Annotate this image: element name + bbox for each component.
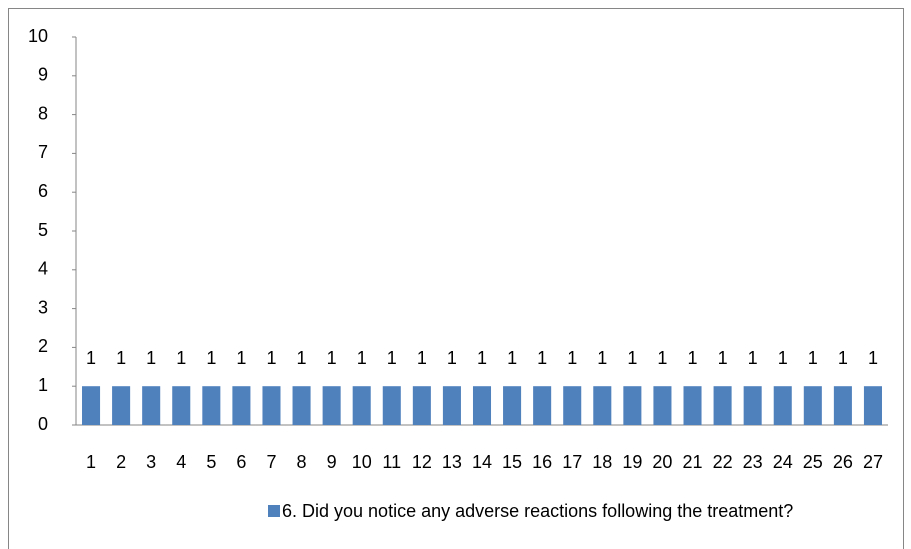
x-tick-label: 23: [743, 452, 763, 472]
legend-swatch: [268, 505, 280, 517]
bar: [352, 386, 371, 425]
bar: [803, 386, 822, 425]
bar: [232, 386, 251, 425]
bar: [593, 386, 612, 425]
bar: [292, 386, 311, 425]
x-tick-label: 5: [206, 452, 216, 472]
bar: [833, 386, 852, 425]
bar: [863, 386, 882, 425]
data-label: 1: [657, 348, 667, 368]
bar: [713, 386, 732, 425]
y-tick-label: 9: [38, 65, 48, 85]
bar: [262, 386, 281, 425]
data-label: 1: [567, 348, 577, 368]
x-tick-label: 15: [502, 452, 522, 472]
x-tick-label: 13: [442, 452, 462, 472]
data-label: 1: [266, 348, 276, 368]
x-tick-label: 1: [86, 452, 96, 472]
data-label: 1: [417, 348, 427, 368]
bar: [683, 386, 702, 425]
data-label: 1: [597, 348, 607, 368]
data-label: 1: [477, 348, 487, 368]
x-tick-label: 2: [116, 452, 126, 472]
data-label: 1: [146, 348, 156, 368]
x-tick-label: 14: [472, 452, 492, 472]
bar: [382, 386, 401, 425]
x-tick-label: 10: [352, 452, 372, 472]
x-tick-label: 22: [713, 452, 733, 472]
x-tick-label: 17: [562, 452, 582, 472]
x-tick-label: 12: [412, 452, 432, 472]
data-label: 1: [778, 348, 788, 368]
x-tick-label: 21: [683, 452, 703, 472]
data-label: 1: [718, 348, 728, 368]
bar: [322, 386, 341, 425]
x-tick-label: 3: [146, 452, 156, 472]
bar: [412, 386, 431, 425]
bar: [472, 386, 492, 425]
x-tick-label: 16: [532, 452, 552, 472]
data-label: 1: [627, 348, 637, 368]
x-tick-label: 20: [652, 452, 672, 472]
y-tick-label: 1: [38, 375, 48, 395]
x-tick-label: 26: [833, 452, 853, 472]
y-tick-label: 0: [38, 414, 48, 434]
data-label: 1: [507, 348, 517, 368]
data-label: 1: [748, 348, 758, 368]
data-label: 1: [868, 348, 878, 368]
data-label: 1: [387, 348, 397, 368]
data-label: 1: [116, 348, 126, 368]
y-tick-label: 4: [38, 259, 48, 279]
x-tick-label: 9: [327, 452, 337, 472]
bar: [172, 386, 191, 425]
bar: [112, 386, 131, 425]
x-tick-label: 7: [266, 452, 276, 472]
x-tick-label: 18: [592, 452, 612, 472]
data-label: 1: [447, 348, 457, 368]
data-label: 1: [327, 348, 337, 368]
y-tick-label: 10: [28, 26, 48, 46]
x-tick-label: 25: [803, 452, 823, 472]
y-tick-label: 2: [38, 336, 48, 356]
bar: [442, 386, 461, 425]
x-tick-label: 4: [176, 452, 186, 472]
y-tick-label: 5: [38, 220, 48, 240]
bar: [653, 386, 672, 425]
bar: [743, 386, 762, 425]
bar: [533, 386, 552, 425]
bar: [503, 386, 522, 425]
data-label: 1: [537, 348, 547, 368]
data-label: 1: [236, 348, 246, 368]
data-label: 1: [357, 348, 367, 368]
data-label: 1: [206, 348, 216, 368]
data-label: 1: [688, 348, 698, 368]
data-label: 1: [297, 348, 307, 368]
data-label: 1: [838, 348, 848, 368]
bar: [202, 386, 221, 425]
data-label: 1: [86, 348, 96, 368]
chart-border: [8, 8, 904, 549]
y-tick-label: 6: [38, 181, 48, 201]
y-tick-label: 7: [38, 142, 48, 162]
bar: [563, 386, 582, 425]
x-tick-label: 27: [863, 452, 883, 472]
bar: [142, 386, 161, 425]
bar: [82, 386, 101, 425]
bar: [773, 386, 792, 425]
x-tick-label: 19: [622, 452, 642, 472]
y-tick-label: 8: [38, 103, 48, 123]
x-tick-label: 11: [382, 452, 401, 472]
x-tick-label: 24: [773, 452, 793, 472]
legend-label: 6. Did you notice any adverse reactions …: [282, 501, 793, 521]
x-tick-label: 8: [297, 452, 307, 472]
data-label: 1: [808, 348, 818, 368]
data-label: 1: [176, 348, 186, 368]
y-tick-label: 3: [38, 297, 48, 317]
bar: [623, 386, 642, 425]
x-tick-label: 6: [236, 452, 246, 472]
